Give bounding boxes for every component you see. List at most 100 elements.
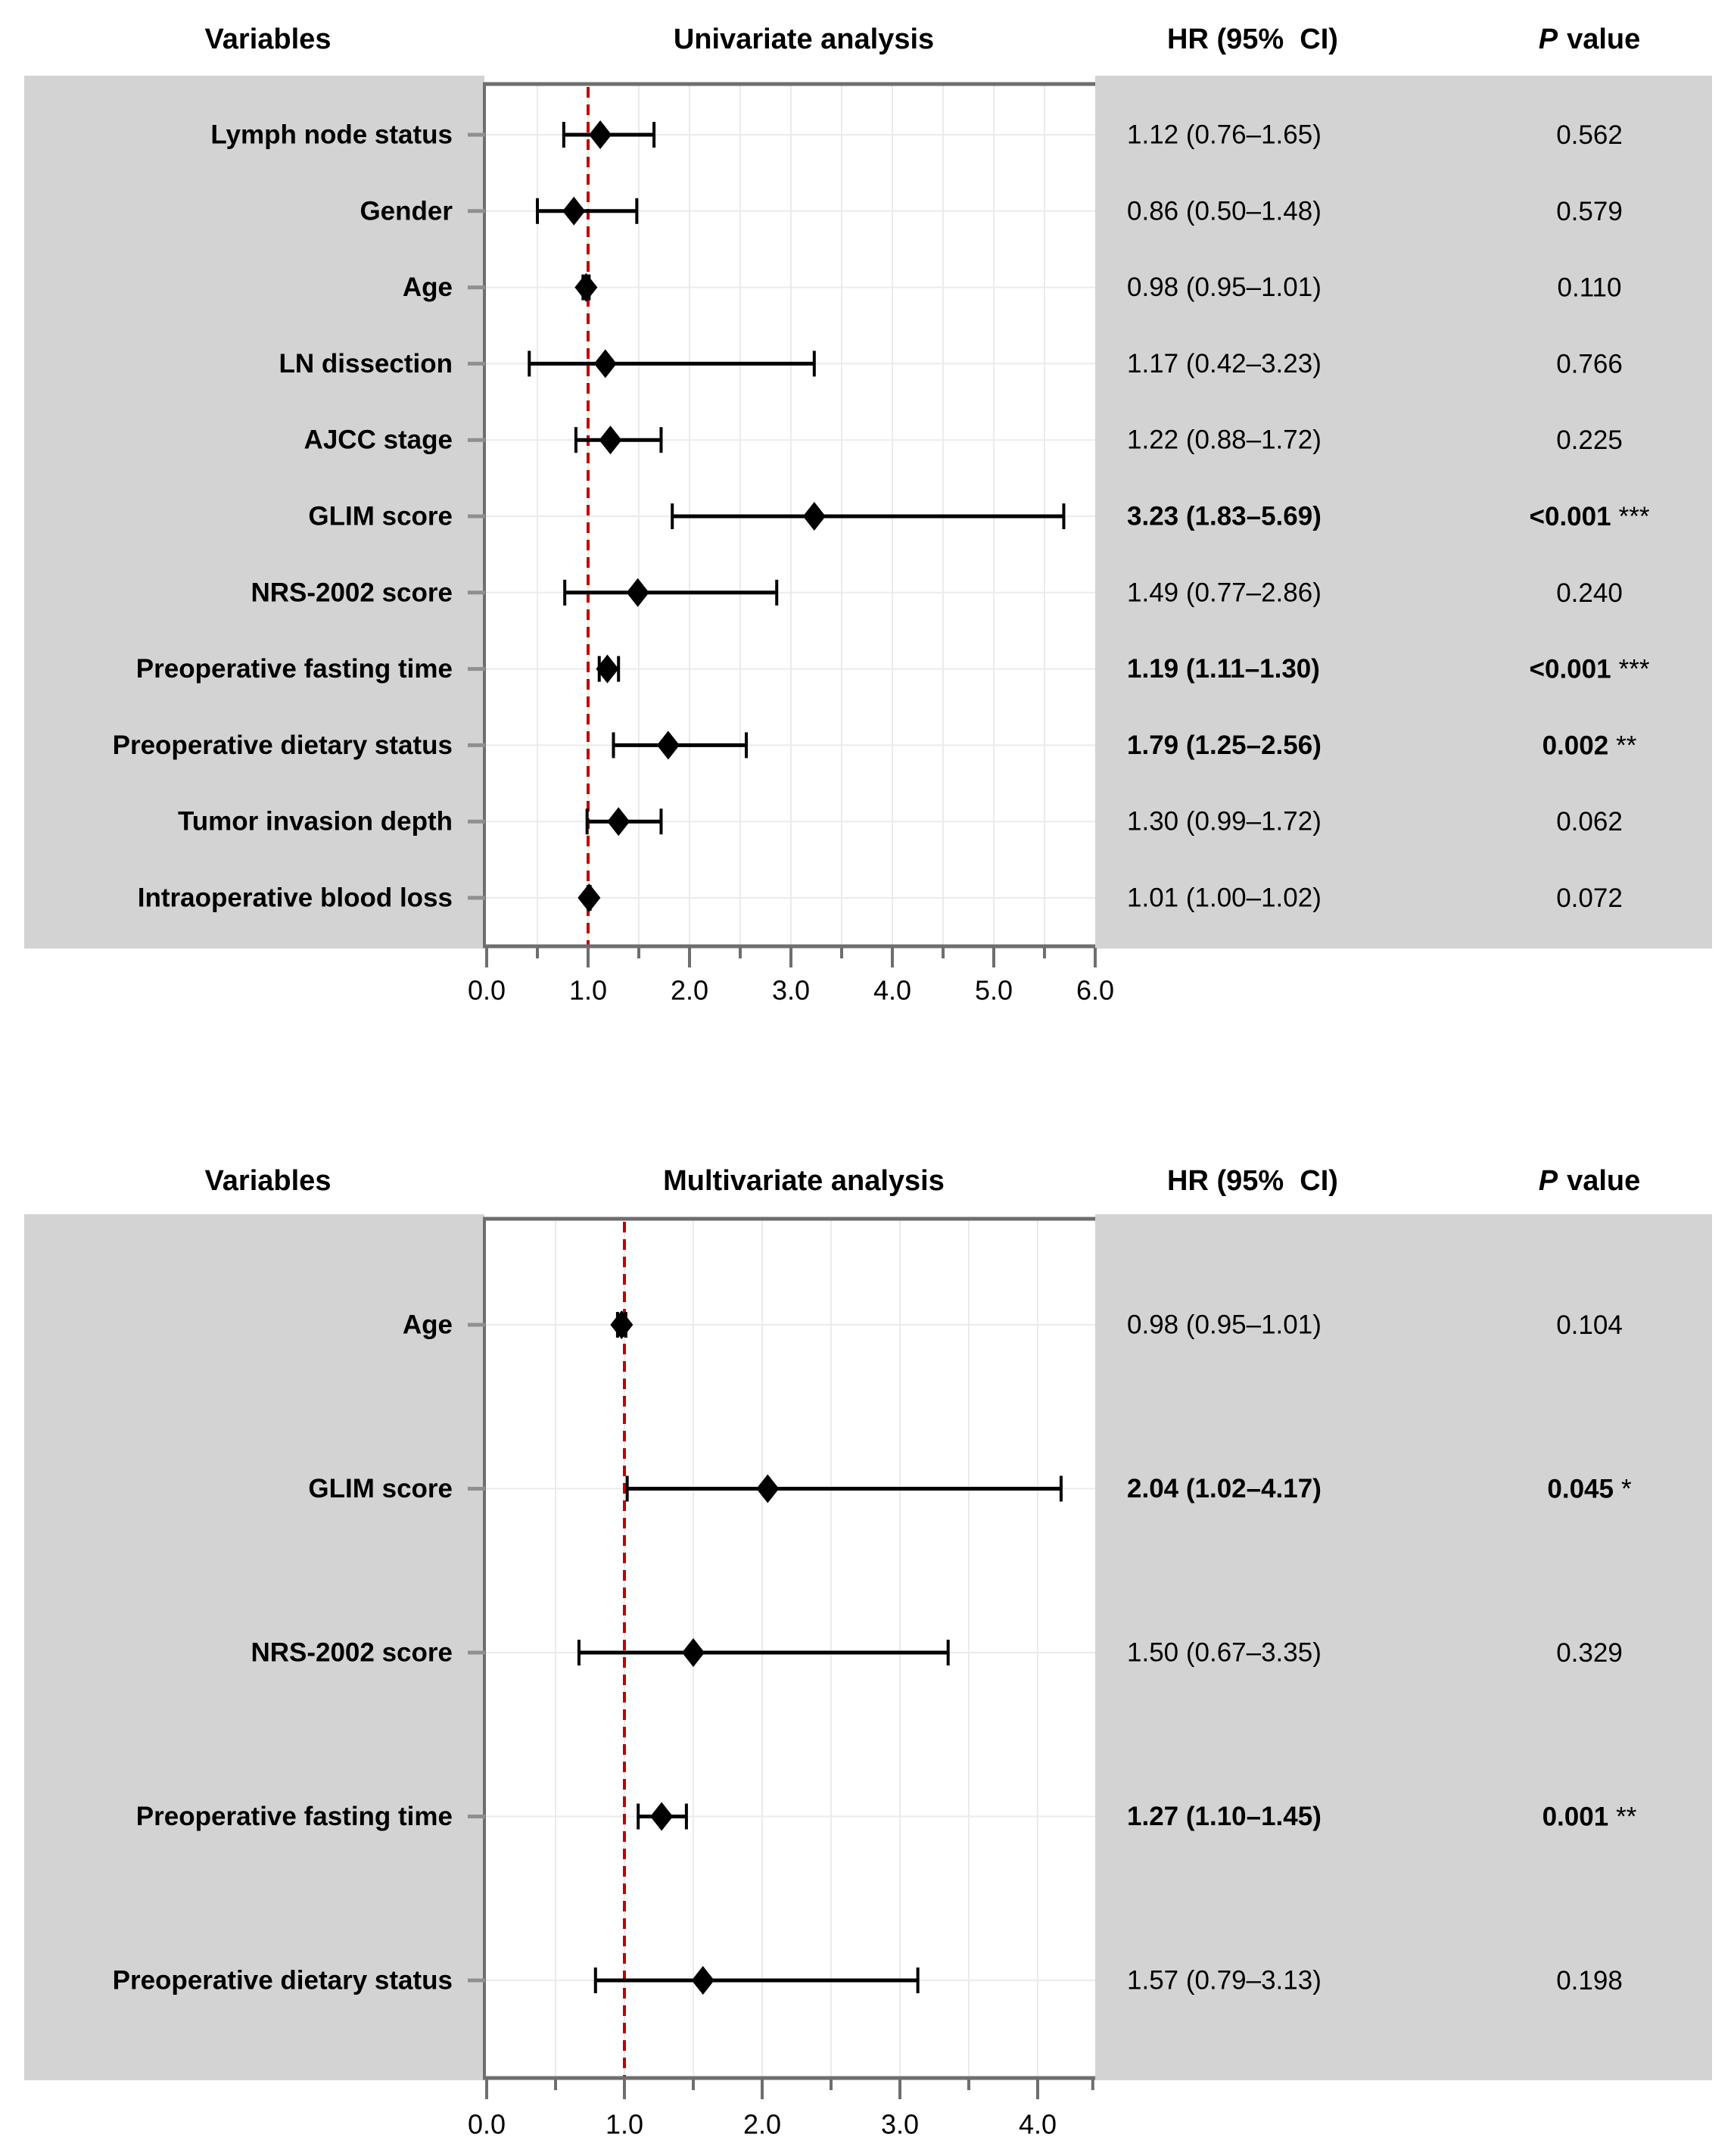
hr-ci-value: 1.50 (0.67–3.35) bbox=[1127, 1638, 1322, 1668]
left-label-band bbox=[24, 76, 484, 949]
p-header-word: value bbox=[1567, 23, 1640, 55]
p-value-number: 0.198 bbox=[1556, 1966, 1623, 1996]
p-value: 0.329 bbox=[1556, 1638, 1623, 1668]
row-label: Age bbox=[403, 1310, 453, 1340]
p-value-number: 0.110 bbox=[1558, 273, 1622, 302]
significance-stars: * bbox=[1621, 1474, 1632, 1503]
hr-marker-diamond bbox=[599, 425, 622, 455]
row-label: AJCC stage bbox=[304, 425, 453, 455]
row-label: LN dissection bbox=[279, 349, 453, 379]
hr-ci-value: 1.12 (0.76–1.65) bbox=[1127, 120, 1322, 150]
hr-ci-value: 1.57 (0.79–3.13) bbox=[1127, 1966, 1322, 1996]
p-value-number: <0.001 bbox=[1530, 654, 1611, 684]
p-value: 0.225 bbox=[1556, 425, 1623, 455]
forest-row: Preoperative dietary status 1.79 (1.25–2.… bbox=[113, 731, 1637, 760]
right-values-band bbox=[1095, 76, 1712, 949]
hr-ci-value: 1.27 (1.10–1.45) bbox=[1127, 1802, 1322, 1831]
row-label: Preoperative fasting time bbox=[136, 654, 453, 684]
forest-row: Preoperative dietary status 1.57 (0.79–3.… bbox=[113, 1966, 1623, 1996]
hr-marker-diamond bbox=[589, 120, 612, 149]
row-label: Tumor invasion depth bbox=[178, 807, 453, 837]
hr-marker-diamond bbox=[650, 1802, 674, 1831]
hr-marker-diamond bbox=[610, 1310, 634, 1339]
forest-row: AJCC stage 1.22 (0.88–1.72) 0.225 bbox=[304, 425, 1623, 455]
forest-row: NRS-2002 score 1.49 (0.77–2.86) 0.240 bbox=[251, 578, 1622, 607]
panel-title: Univariate analysis bbox=[674, 23, 934, 55]
axis-tick-label: 4.0 bbox=[1019, 2109, 1057, 2140]
p-value: 0.240 bbox=[1556, 578, 1623, 607]
univariate-panel: 0.0 1.0 2.0 3.0 4.0 5.0 6.0 Lymph node status 1.… bbox=[24, 23, 1712, 1006]
forest-row: GLIM score 3.23 (1.83–5.69) <0.001 *** bbox=[308, 502, 1649, 531]
hr-marker-diamond bbox=[691, 1966, 714, 1995]
hr-marker-diamond bbox=[577, 883, 601, 912]
p-header-word: value bbox=[1567, 1165, 1640, 1197]
right-values-band bbox=[1095, 1214, 1712, 2080]
forest-row: Intraoperative blood loss 1.01 (1.00–1.02… bbox=[138, 883, 1623, 913]
p-value-number: 0.329 bbox=[1556, 1638, 1623, 1668]
axis-tick-label: 2.0 bbox=[671, 975, 708, 1006]
row-label: Preoperative dietary status bbox=[113, 731, 453, 760]
hr-marker-diamond bbox=[802, 502, 826, 531]
hr-ci-value: 0.98 (0.95–1.01) bbox=[1127, 273, 1322, 302]
p-value-number: 0.062 bbox=[1556, 807, 1623, 837]
column-header-variables: Variables bbox=[205, 23, 332, 55]
p-value-number: 0.072 bbox=[1556, 883, 1623, 913]
column-header-variables: Variables bbox=[205, 1165, 332, 1197]
axis-tick-label: 2.0 bbox=[743, 2109, 781, 2140]
p-value-number: 0.240 bbox=[1556, 578, 1623, 607]
p-value-number: 0.562 bbox=[1556, 120, 1623, 150]
row-label: Gender bbox=[360, 196, 453, 226]
p-value-number: 0.045 bbox=[1547, 1474, 1614, 1503]
p-value-number: 0.766 bbox=[1556, 349, 1623, 379]
row-label: Preoperative dietary status bbox=[113, 1966, 453, 1996]
p-value: 0.110 bbox=[1558, 273, 1622, 302]
axis-tick-label: 0.0 bbox=[468, 975, 506, 1006]
hr-ci-value: 1.22 (0.88–1.72) bbox=[1127, 425, 1322, 455]
hr-ci-value: 1.30 (0.99–1.72) bbox=[1127, 807, 1322, 837]
row-label: Preoperative fasting time bbox=[136, 1802, 453, 1831]
panel-title: Multivariate analysis bbox=[663, 1165, 945, 1197]
significance-stars: *** bbox=[1619, 654, 1650, 684]
hr-ci-value: 1.19 (1.11–1.30) bbox=[1127, 654, 1320, 684]
hr-ci-value: 2.04 (1.02–4.17) bbox=[1127, 1474, 1322, 1503]
hr-marker-diamond bbox=[562, 196, 586, 226]
forest-row: Tumor invasion depth 1.30 (0.99–1.72) 0.06… bbox=[178, 807, 1623, 837]
row-label: NRS-2002 score bbox=[251, 1638, 453, 1668]
significance-stars: ** bbox=[1616, 731, 1637, 760]
hr-marker-diamond bbox=[574, 273, 598, 302]
p-value: 0.198 bbox=[1556, 1966, 1623, 1996]
forest-row: NRS-2002 score 1.50 (0.67–3.35) 0.329 bbox=[251, 1638, 1622, 1668]
forest-row: Preoperative fasting time 1.19 (1.11–1.30… bbox=[136, 654, 1650, 684]
forest-row: Age 0.98 (0.95–1.01) 0.104 bbox=[403, 1310, 1623, 1340]
p-value: 0.002 ** bbox=[1543, 731, 1637, 760]
forest-row: Preoperative fasting time 1.27 (1.10–1.45… bbox=[136, 1802, 1637, 1831]
hr-marker-diamond bbox=[607, 807, 630, 837]
p-value-number: 0.579 bbox=[1556, 196, 1623, 226]
axis-tick-label: 6.0 bbox=[1076, 975, 1114, 1006]
p-value: 0.062 bbox=[1556, 807, 1623, 837]
row-label: Lymph node status bbox=[210, 120, 453, 150]
p-value-number: <0.001 bbox=[1530, 502, 1611, 531]
p-value-number: 0.002 bbox=[1543, 731, 1609, 760]
p-header-symbol: P bbox=[1539, 23, 1558, 55]
hr-ci-value: 1.17 (0.42–3.23) bbox=[1127, 349, 1322, 379]
row-label: GLIM score bbox=[308, 502, 453, 531]
hr-marker-diamond bbox=[682, 1638, 705, 1667]
hr-marker-diamond bbox=[593, 349, 617, 379]
p-value: <0.001 *** bbox=[1530, 654, 1650, 684]
forest-row: LN dissection 1.17 (0.42–3.23) 0.766 bbox=[279, 349, 1623, 379]
row-label: Age bbox=[403, 273, 453, 302]
forest-row: GLIM score 2.04 (1.02–4.17) 0.045 * bbox=[308, 1474, 1632, 1503]
p-value: <0.001 *** bbox=[1530, 502, 1650, 531]
hr-ci-value: 1.49 (0.77–2.86) bbox=[1127, 578, 1322, 607]
column-header-hr: HR (95% CI) bbox=[1167, 23, 1338, 55]
p-value: 0.045 * bbox=[1547, 1474, 1632, 1503]
axis-tick-label: 4.0 bbox=[873, 975, 911, 1006]
p-value: 0.104 bbox=[1556, 1310, 1623, 1340]
axis-tick-label: 3.0 bbox=[772, 975, 810, 1006]
p-header-symbol: P bbox=[1539, 1165, 1558, 1197]
significance-stars: *** bbox=[1619, 502, 1650, 531]
